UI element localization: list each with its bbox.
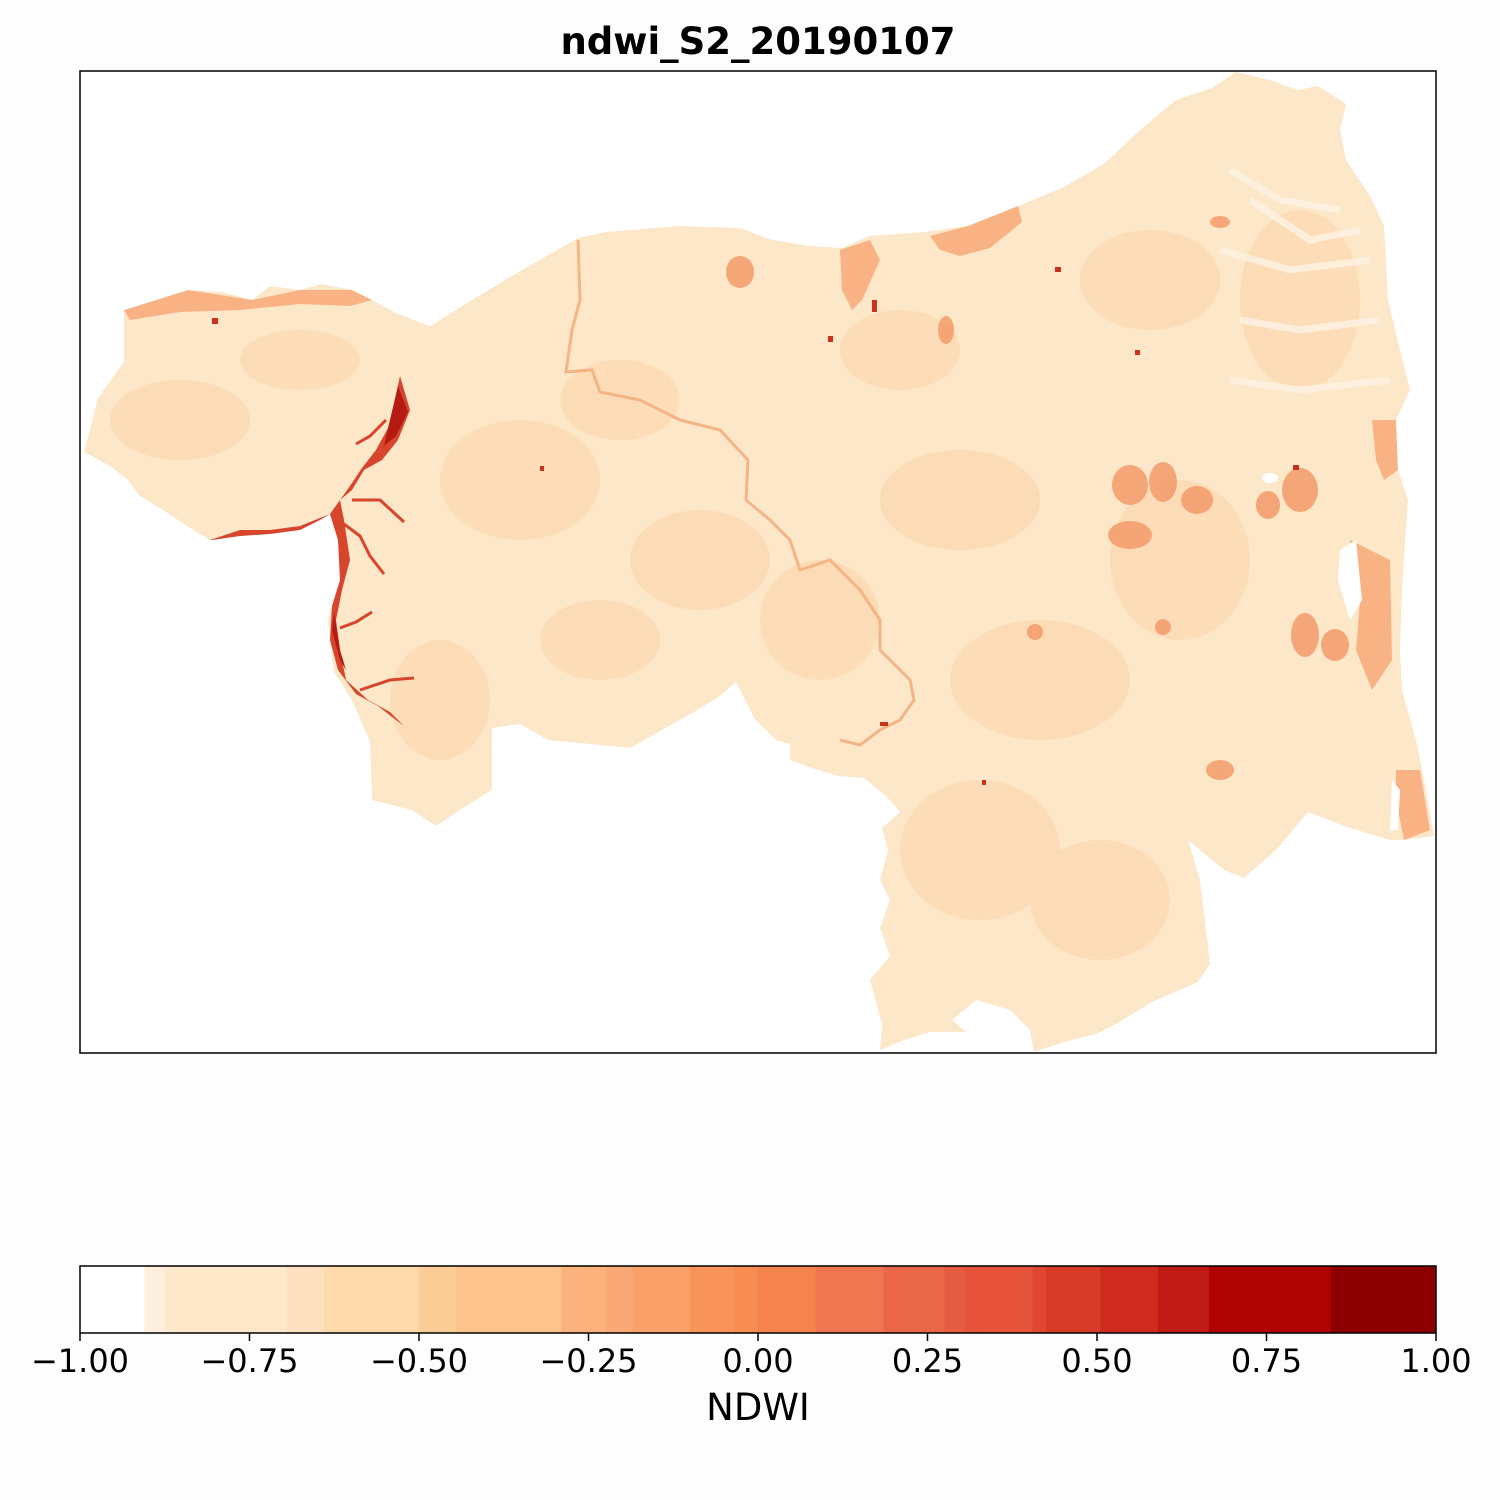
colorbar-tick-label: −0.75	[200, 1342, 299, 1380]
colorbar-tick-label: 0.75	[1230, 1342, 1303, 1380]
colorbar-label: NDWI	[706, 1386, 810, 1429]
colorbar-tick-label: 0.00	[722, 1342, 794, 1380]
colorbar-tick-label: 1.00	[1400, 1342, 1472, 1380]
river	[564, 239, 916, 747]
reservoir	[210, 376, 415, 726]
colorbar-tick-label: −1.00	[30, 1342, 130, 1380]
land-texture	[110, 166, 1430, 960]
colorbar-tick-label: −0.50	[369, 1342, 469, 1380]
map-title: ndwi_S2_20190107	[560, 20, 956, 63]
colorbar-tick-label: −0.25	[539, 1342, 638, 1380]
colorbar-tick-label: 0.50	[1061, 1342, 1133, 1380]
colorbar-tick-label: 0.25	[891, 1342, 964, 1380]
